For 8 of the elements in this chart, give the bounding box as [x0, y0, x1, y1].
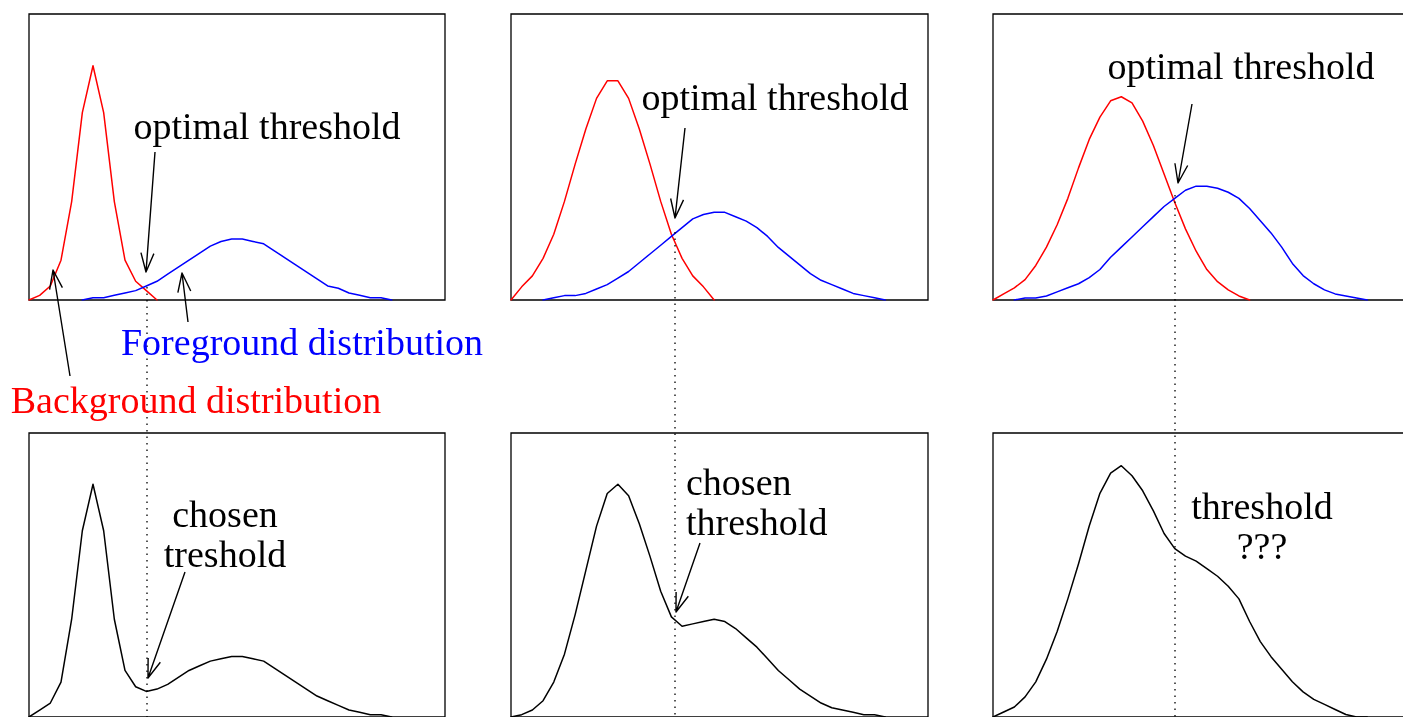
series-label: Foreground distribution — [120, 321, 484, 364]
text: optimal threshold — [1107, 45, 1375, 88]
annotation: threshold ??? — [1191, 485, 1333, 567]
text: Background distribution — [10, 379, 382, 422]
annotation: chosen treshold — [163, 493, 287, 575]
annotation: optimal threshold — [133, 105, 401, 148]
annotation: optimal threshold — [641, 76, 909, 119]
annotation: chosen threshold — [686, 461, 828, 543]
